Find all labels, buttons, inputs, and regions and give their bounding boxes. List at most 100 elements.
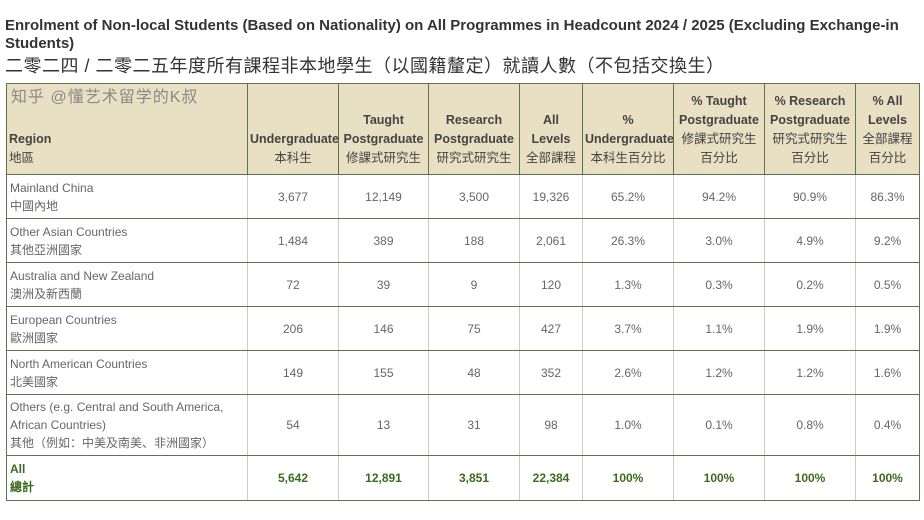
value-cell: 352 <box>519 350 583 395</box>
value-cell: 48 <box>428 350 520 395</box>
value-cell: 39 <box>338 262 429 307</box>
value-cell: 65.2% <box>582 174 674 219</box>
watermark: 知乎 @懂艺术留学的K叔 <box>11 89 199 106</box>
region-zh: 總計 <box>10 480 35 494</box>
region-en: Mainland China <box>10 180 94 195</box>
value-cell: 0.4% <box>855 394 920 456</box>
value-cell: 100% <box>855 455 920 501</box>
value-cell: 1.2% <box>673 350 765 395</box>
column-header-zh: 地區 <box>9 151 35 165</box>
value-cell: 1.2% <box>764 350 856 395</box>
value-cell: 1.6% <box>855 350 920 395</box>
value-cell: 13 <box>338 394 429 456</box>
value-cell: 3,500 <box>428 174 520 219</box>
column-header-en: Taught Postgraduate <box>343 113 424 146</box>
value-cell: 1,484 <box>247 218 339 263</box>
region-en: Others (e.g. Central and South America, … <box>10 400 224 432</box>
value-cell: 12,149 <box>338 174 429 219</box>
enrolment-table: 知乎 @懂艺术留学的K叔 Region 地區 Undergraduate 本科生 Taug… <box>6 83 920 501</box>
region-en: European Countries <box>10 312 117 327</box>
region-zh: 其他亞洲國家 <box>10 242 83 257</box>
value-cell: 1.1% <box>673 306 765 351</box>
column-header-en: % Taught Postgraduate <box>679 94 759 127</box>
column-header: Taught Postgraduate 修課式研究生 <box>338 83 429 175</box>
column-header-en: % Undergraduate <box>585 113 674 146</box>
table-row: Others (e.g. Central and South America, … <box>6 394 920 456</box>
total-row: All 總計 5,642 12,891 3,851 22,384 100% 100% 100% 1… <box>6 455 920 501</box>
region-en: North American Countries <box>10 356 148 371</box>
table-row: North American Countries 北美國家 149 155 48 352 2… <box>6 350 920 395</box>
value-cell: 206 <box>247 306 339 351</box>
value-cell: 31 <box>428 394 520 456</box>
column-header-en: % Research Postgraduate <box>770 94 850 127</box>
value-cell: 54 <box>247 394 339 456</box>
value-cell: 100% <box>764 455 856 501</box>
value-cell: 94.2% <box>673 174 765 219</box>
value-cell: 90.9% <box>764 174 856 219</box>
page-title: Enrolment of Non-local Students (Based o… <box>5 17 899 52</box>
value-cell: 19,326 <box>519 174 583 219</box>
value-cell: 149 <box>247 350 339 395</box>
table-row: European Countries 歐洲國家 206 146 75 427 3.7% 1.1… <box>6 306 920 351</box>
value-cell: 5,642 <box>247 455 339 501</box>
value-cell: 4.9% <box>764 218 856 263</box>
value-cell: 188 <box>428 218 520 263</box>
value-cell: 3.7% <box>582 306 674 351</box>
column-header: 知乎 @懂艺术留学的K叔 Region 地區 <box>6 83 248 175</box>
value-cell: 3,851 <box>428 455 520 501</box>
region-zh: 澳洲及新西蘭 <box>10 286 83 301</box>
region-cell: European Countries 歐洲國家 <box>6 306 248 351</box>
column-header-en: Region <box>9 132 52 146</box>
region-zh: 其他（例如：中美及南美、非洲國家） <box>10 436 215 450</box>
region-cell: Mainland China 中國內地 <box>6 174 248 219</box>
page-title-zh: 二零二四 / 二零二五年度所有課程非本地學生（以國籍釐定）就讀人數（不包括交換生… <box>5 56 725 76</box>
value-cell: 0.2% <box>764 262 856 307</box>
column-header-zh: 本科生百分比 <box>590 151 666 165</box>
value-cell: 75 <box>428 306 520 351</box>
column-header: % Undergraduate 本科生百分比 <box>582 83 674 175</box>
column-header-en: All Levels <box>531 113 571 146</box>
value-cell: 9 <box>428 262 520 307</box>
region-zh: 北美國家 <box>10 374 59 389</box>
value-cell: 3.0% <box>673 218 765 263</box>
value-cell: 9.2% <box>855 218 920 263</box>
value-cell: 86.3% <box>855 174 920 219</box>
region-en: All <box>10 462 26 476</box>
value-cell: 2.6% <box>582 350 674 395</box>
column-header-zh: 研究式研究生 <box>436 151 512 165</box>
column-header: % All Levels 全部課程 百分比 <box>855 83 920 175</box>
value-cell: 0.1% <box>673 394 765 456</box>
value-cell: 0.5% <box>855 262 920 307</box>
value-cell: 1.3% <box>582 262 674 307</box>
column-header-zh: 全部課程 百分比 <box>862 132 913 165</box>
page-content: Enrolment of Non-local Students (Based o… <box>5 17 920 501</box>
column-header-en: Undergraduate <box>250 132 339 146</box>
value-cell: 1.9% <box>855 306 920 351</box>
value-cell: 100% <box>673 455 765 501</box>
column-header: % Research Postgraduate 研究式研究生 百分比 <box>764 83 856 175</box>
value-cell: 120 <box>519 262 583 307</box>
region-cell: Australia and New Zealand 澳洲及新西蘭 <box>6 262 248 307</box>
value-cell: 1.0% <box>582 394 674 456</box>
column-header: Research Postgraduate 研究式研究生 <box>428 83 520 175</box>
value-cell: 1.9% <box>764 306 856 351</box>
region-cell: Others (e.g. Central and South America, … <box>6 394 248 456</box>
header-row: 知乎 @懂艺术留学的K叔 Region 地區 Undergraduate 本科生 Taug… <box>6 83 920 175</box>
value-cell: 98 <box>519 394 583 456</box>
value-cell: 12,891 <box>338 455 429 501</box>
value-cell: 22,384 <box>519 455 583 501</box>
column-header: All Levels 全部課程 <box>519 83 583 175</box>
value-cell: 146 <box>338 306 429 351</box>
value-cell: 3,677 <box>247 174 339 219</box>
region-cell: All 總計 <box>6 455 248 501</box>
column-header: Undergraduate 本科生 <box>247 83 339 175</box>
value-cell: 0.3% <box>673 262 765 307</box>
value-cell: 0.8% <box>764 394 856 456</box>
value-cell: 100% <box>582 455 674 501</box>
column-header-zh: 研究式研究生 百分比 <box>772 132 848 165</box>
value-cell: 72 <box>247 262 339 307</box>
value-cell: 389 <box>338 218 429 263</box>
value-cell: 155 <box>338 350 429 395</box>
region-en: Other Asian Countries <box>10 224 128 239</box>
region-cell: North American Countries 北美國家 <box>6 350 248 395</box>
